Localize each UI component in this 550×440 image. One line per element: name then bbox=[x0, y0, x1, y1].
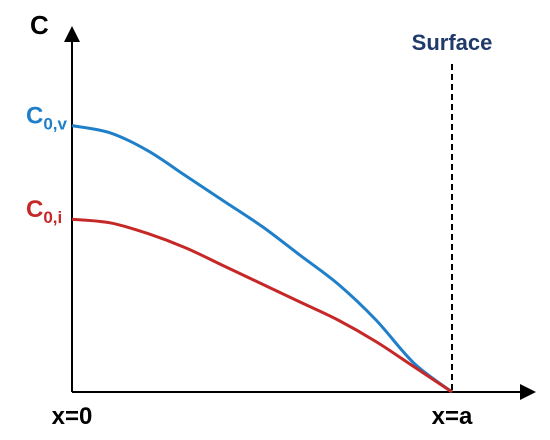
x-tick-label-start: x=0 bbox=[52, 403, 93, 430]
x-tick-label-end: x=a bbox=[432, 403, 473, 430]
series-label-0: C0,v bbox=[26, 103, 68, 134]
series-line-1 bbox=[71, 217, 453, 394]
series-layer bbox=[71, 124, 453, 394]
series-label-1: C0,i bbox=[26, 196, 62, 227]
surface-label: Surface bbox=[412, 30, 493, 55]
series-label-layer: C0,v C0,i bbox=[26, 103, 68, 228]
series-line-0 bbox=[71, 124, 453, 394]
y-axis-label: C bbox=[30, 10, 49, 40]
